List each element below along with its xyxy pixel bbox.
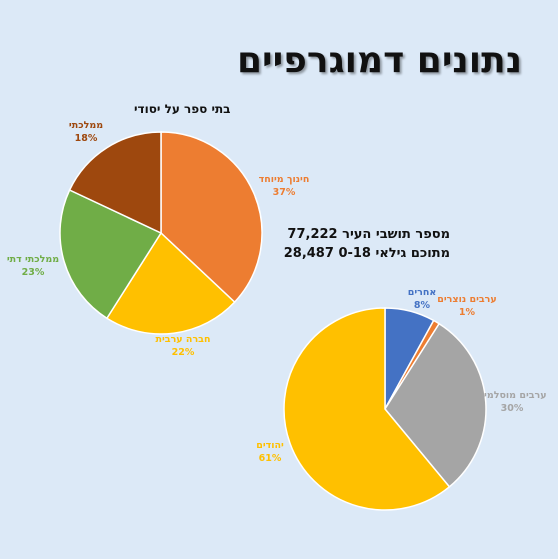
pie2-value-label-2: 30% [501, 403, 524, 414]
chart-title-schools: בתי ספר על יסודי [134, 102, 231, 116]
pie2-value-label-0: 8% [414, 300, 431, 311]
pie2-slice-3 [283, 307, 451, 511]
pie1-value-label-0: 37% [273, 187, 296, 198]
pie1-label-2: ממלכתי דתי [7, 254, 59, 265]
pie1-slice-0 [160, 131, 263, 304]
pie2-label-2: ערבים מוסלמים [477, 390, 546, 401]
population-total: מספר תושבי העיר 77,222 [287, 227, 450, 242]
pie1-slice-2 [59, 188, 163, 320]
pie1-value-label-2: 23% [22, 267, 45, 278]
page-title: נתונים דמוגרפיים [236, 40, 522, 81]
pie2-label-1: ערבים נוצרים [437, 294, 496, 305]
pie2-slice-2 [384, 322, 487, 488]
pie1-slice-3 [68, 131, 162, 235]
pie2-value-label-1: 1% [459, 307, 476, 318]
pie1-value-label-3: 18% [75, 133, 98, 144]
pie2-label-0: אחרים [408, 287, 437, 298]
pie2-label-3: יהודים [256, 440, 284, 451]
population-youth: מתוכם גילאי 0-18 28,487 [283, 246, 450, 261]
pie1-value-label-1: 22% [172, 347, 195, 358]
pie1-slice-1 [105, 231, 236, 335]
pie1-label-0: חינוך מיוחד [259, 174, 310, 185]
pie2-value-label-3: 61% [259, 453, 282, 464]
pie1-label-1: חברה ערבית [155, 334, 210, 345]
pie1-label-3: ממלכתי [69, 120, 103, 131]
